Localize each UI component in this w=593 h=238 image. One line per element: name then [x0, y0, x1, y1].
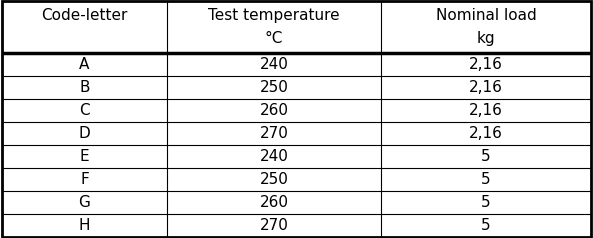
Text: F: F: [80, 172, 89, 187]
Text: Nominal load: Nominal load: [436, 8, 537, 23]
Text: 5: 5: [481, 172, 491, 187]
Text: 250: 250: [260, 172, 288, 187]
Text: 5: 5: [481, 195, 491, 210]
Text: 270: 270: [260, 218, 288, 233]
Text: 5: 5: [481, 149, 491, 164]
Text: C: C: [79, 103, 90, 118]
Text: 2,16: 2,16: [469, 57, 503, 72]
Text: E: E: [79, 149, 90, 164]
Text: °C: °C: [265, 31, 283, 46]
Text: 250: 250: [260, 80, 288, 95]
Text: D: D: [79, 126, 90, 141]
Text: 2,16: 2,16: [469, 103, 503, 118]
Text: 270: 270: [260, 126, 288, 141]
Text: Code-letter: Code-letter: [42, 8, 127, 23]
Text: 240: 240: [260, 57, 288, 72]
Text: kg: kg: [477, 31, 495, 46]
Text: 260: 260: [260, 195, 289, 210]
Text: A: A: [79, 57, 90, 72]
Text: 260: 260: [260, 103, 289, 118]
Text: G: G: [78, 195, 91, 210]
Text: H: H: [79, 218, 90, 233]
Text: 240: 240: [260, 149, 288, 164]
Text: 2,16: 2,16: [469, 80, 503, 95]
Text: 5: 5: [481, 218, 491, 233]
Text: 2,16: 2,16: [469, 126, 503, 141]
Text: B: B: [79, 80, 90, 95]
Text: Test temperature: Test temperature: [208, 8, 340, 23]
